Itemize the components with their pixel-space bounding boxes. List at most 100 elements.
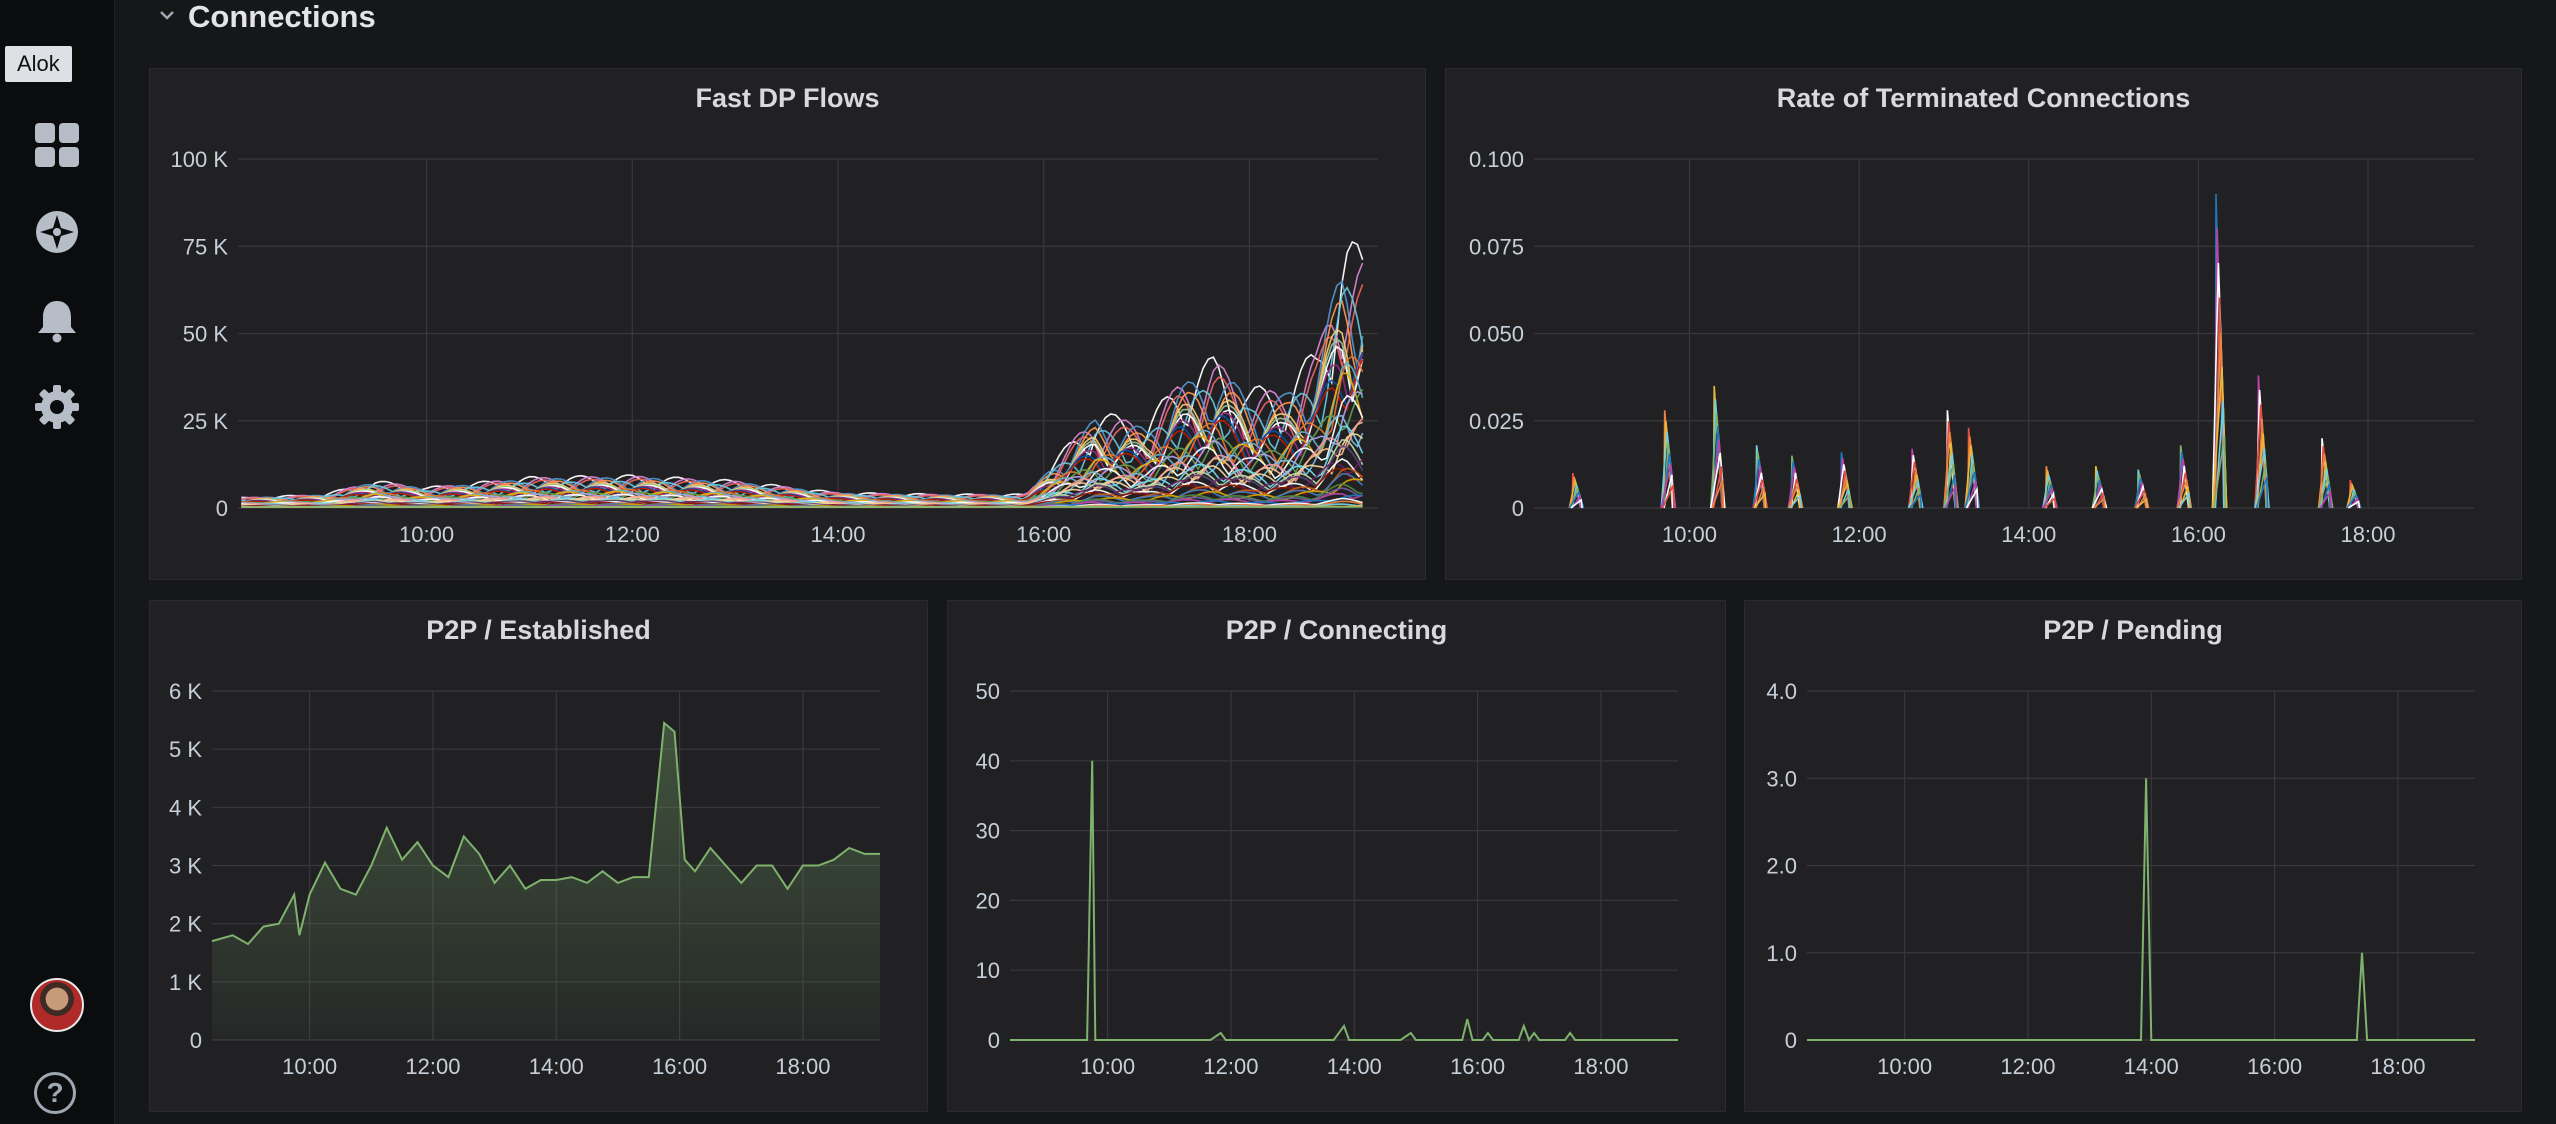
y-tick-label: 50 <box>976 679 1000 704</box>
series-spike <box>1965 486 1979 509</box>
y-tick-label: 1.0 <box>1766 941 1797 966</box>
y-tick-label: 3 K <box>169 854 202 879</box>
series-spike <box>2255 477 2269 509</box>
series-spike <box>2319 489 2332 509</box>
chevron-down-icon[interactable] <box>160 8 174 22</box>
series-spike <box>2213 435 2226 509</box>
series-spike <box>1712 466 1723 509</box>
y-tick-label: 50 K <box>183 322 229 347</box>
x-tick-label: 10:00 <box>1662 522 1717 547</box>
series-spike <box>2214 401 2225 509</box>
series-area <box>212 723 880 1040</box>
series-spike <box>1711 479 1725 509</box>
panel-fast-dp-flows[interactable]: Fast DP Flows 100 K 75 K 50 K 25 K 0 10:00 12:… <box>149 68 1426 580</box>
series-spike <box>1967 480 1978 509</box>
y-tick-label: 0.100 <box>1469 147 1524 172</box>
series-spike <box>2347 500 2361 509</box>
y-tick-label: 20 <box>976 888 1000 913</box>
series-spike <box>1910 487 1921 509</box>
x-tick-label: 16:00 <box>1450 1054 1505 1079</box>
y-tick-label: 30 <box>976 819 1000 844</box>
panel-p2p-established[interactable]: P2P / Established 6 K 5 K 4 K 3 K 2 K 1 K 0 10:… <box>149 600 928 1112</box>
x-tick-label: 10:00 <box>282 1054 337 1079</box>
y-tick-label: 100 K <box>171 147 229 172</box>
series-spike <box>1790 489 1801 509</box>
series-line <box>1807 778 2475 1041</box>
user-tooltip: Alok <box>5 46 72 82</box>
y-tick-label: 0 <box>988 1028 1000 1053</box>
y-tick-label: 0.025 <box>1469 409 1524 434</box>
configuration-icon[interactable] <box>32 382 82 432</box>
x-tick-label: 12:00 <box>405 1054 460 1079</box>
series-spike <box>2093 496 2106 509</box>
series-spike <box>2135 497 2149 509</box>
y-tick-label: 10 <box>976 958 1000 983</box>
series-spike <box>2179 486 2190 509</box>
panel-p2p-connecting[interactable]: P2P / Connecting 50 40 30 20 10 0 10:00 12:00 14… <box>947 600 1726 1112</box>
y-tick-label: 0.050 <box>1469 322 1524 347</box>
chart-fast-dp-flows: 100 K 75 K 50 K 25 K 0 10:00 12:00 14:00 16:00 18… <box>171 147 1378 547</box>
row-header[interactable]: Connections <box>160 0 376 40</box>
dashboards-icon[interactable] <box>32 120 82 170</box>
panel-title: P2P / Connecting <box>1225 615 1448 645</box>
series-spike <box>1755 486 1766 509</box>
x-tick-label: 10:00 <box>1080 1054 1135 1079</box>
series-spike <box>1663 474 1674 509</box>
x-tick-label: 14:00 <box>810 522 865 547</box>
y-tick-label: 0 <box>1512 496 1524 521</box>
y-tick-label: 0 <box>1785 1028 1797 1053</box>
y-tick-label: 40 <box>976 749 1000 774</box>
x-tick-label: 18:00 <box>775 1054 830 1079</box>
series-line <box>241 284 1364 503</box>
y-tick-label: 4 K <box>169 795 202 820</box>
chart-p2p-established: 6 K 5 K 4 K 3 K 2 K 1 K 0 10:00 12:00 14:00 16:00 1… <box>169 679 880 1079</box>
y-tick-label: 2 K <box>169 912 202 937</box>
x-tick-label: 18:00 <box>2340 522 2395 547</box>
y-tick-label: 25 K <box>183 409 229 434</box>
series-spike <box>1661 485 1675 509</box>
user-avatar[interactable] <box>30 978 84 1032</box>
series-spike <box>2043 496 2057 509</box>
x-tick-label: 12:00 <box>1203 1054 1258 1079</box>
series-spike <box>1753 491 1767 509</box>
x-tick-label: 18:00 <box>1222 522 1277 547</box>
chart-rate-of-terminated-connections: 0.100 0.075 0.050 0.025 0 10:00 12:00 14:00 16:0… <box>1469 147 2474 547</box>
x-tick-label: 16:00 <box>2171 522 2226 547</box>
y-tick-label: 4.0 <box>1766 679 1797 704</box>
panel-p2p-pending[interactable]: P2P / Pending 4.0 3.0 2.0 1.0 0 10:00 12:00 14:… <box>1744 600 2522 1112</box>
panel-title: P2P / Established <box>426 615 651 645</box>
y-tick-label: 3.0 <box>1766 766 1797 791</box>
series-spike <box>1838 493 1852 509</box>
panel-title: P2P / Pending <box>2043 615 2223 645</box>
series-spike <box>2320 484 2331 509</box>
explore-icon[interactable] <box>32 207 82 257</box>
series-spike <box>2256 462 2267 509</box>
x-tick-label: 14:00 <box>2124 1054 2179 1079</box>
x-tick-label: 16:00 <box>1016 522 1071 547</box>
series-line <box>1010 760 1678 1043</box>
panel-title: Rate of Terminated Connections <box>1776 83 2191 113</box>
row-title: Connections <box>188 0 376 34</box>
series-line <box>211 721 880 946</box>
chart-p2p-pending: 4.0 3.0 2.0 1.0 0 10:00 12:00 14:00 16:00 18:00 <box>1766 679 2475 1079</box>
x-tick-label: 12:00 <box>1832 522 1887 547</box>
series-spike <box>1946 474 1956 509</box>
x-tick-label: 14:00 <box>2001 522 2056 547</box>
y-tick-label: 6 K <box>169 679 202 704</box>
chart-p2p-connecting: 50 40 30 20 10 0 10:00 12:00 14:00 16:00 18:00 <box>976 679 1678 1079</box>
panel-rate-of-terminated-connections[interactable]: Rate of Terminated Connections 0.100 0.07… <box>1445 68 2522 580</box>
sidebar: Alok <box>0 0 115 1124</box>
x-tick-label: 10:00 <box>399 522 454 547</box>
y-tick-label: 0 <box>216 496 228 521</box>
y-tick-label: 5 K <box>169 737 202 762</box>
series-spike <box>1839 488 1850 509</box>
series-spike <box>1944 485 1958 509</box>
alerting-icon[interactable] <box>32 295 82 345</box>
x-tick-label: 12:00 <box>605 522 660 547</box>
series-line <box>241 279 1364 504</box>
help-icon[interactable]: ? <box>34 1072 76 1114</box>
x-tick-label: 16:00 <box>652 1054 707 1079</box>
series-spike <box>1909 492 1923 509</box>
series-spike <box>1570 498 1583 509</box>
x-tick-label: 18:00 <box>1573 1054 1628 1079</box>
